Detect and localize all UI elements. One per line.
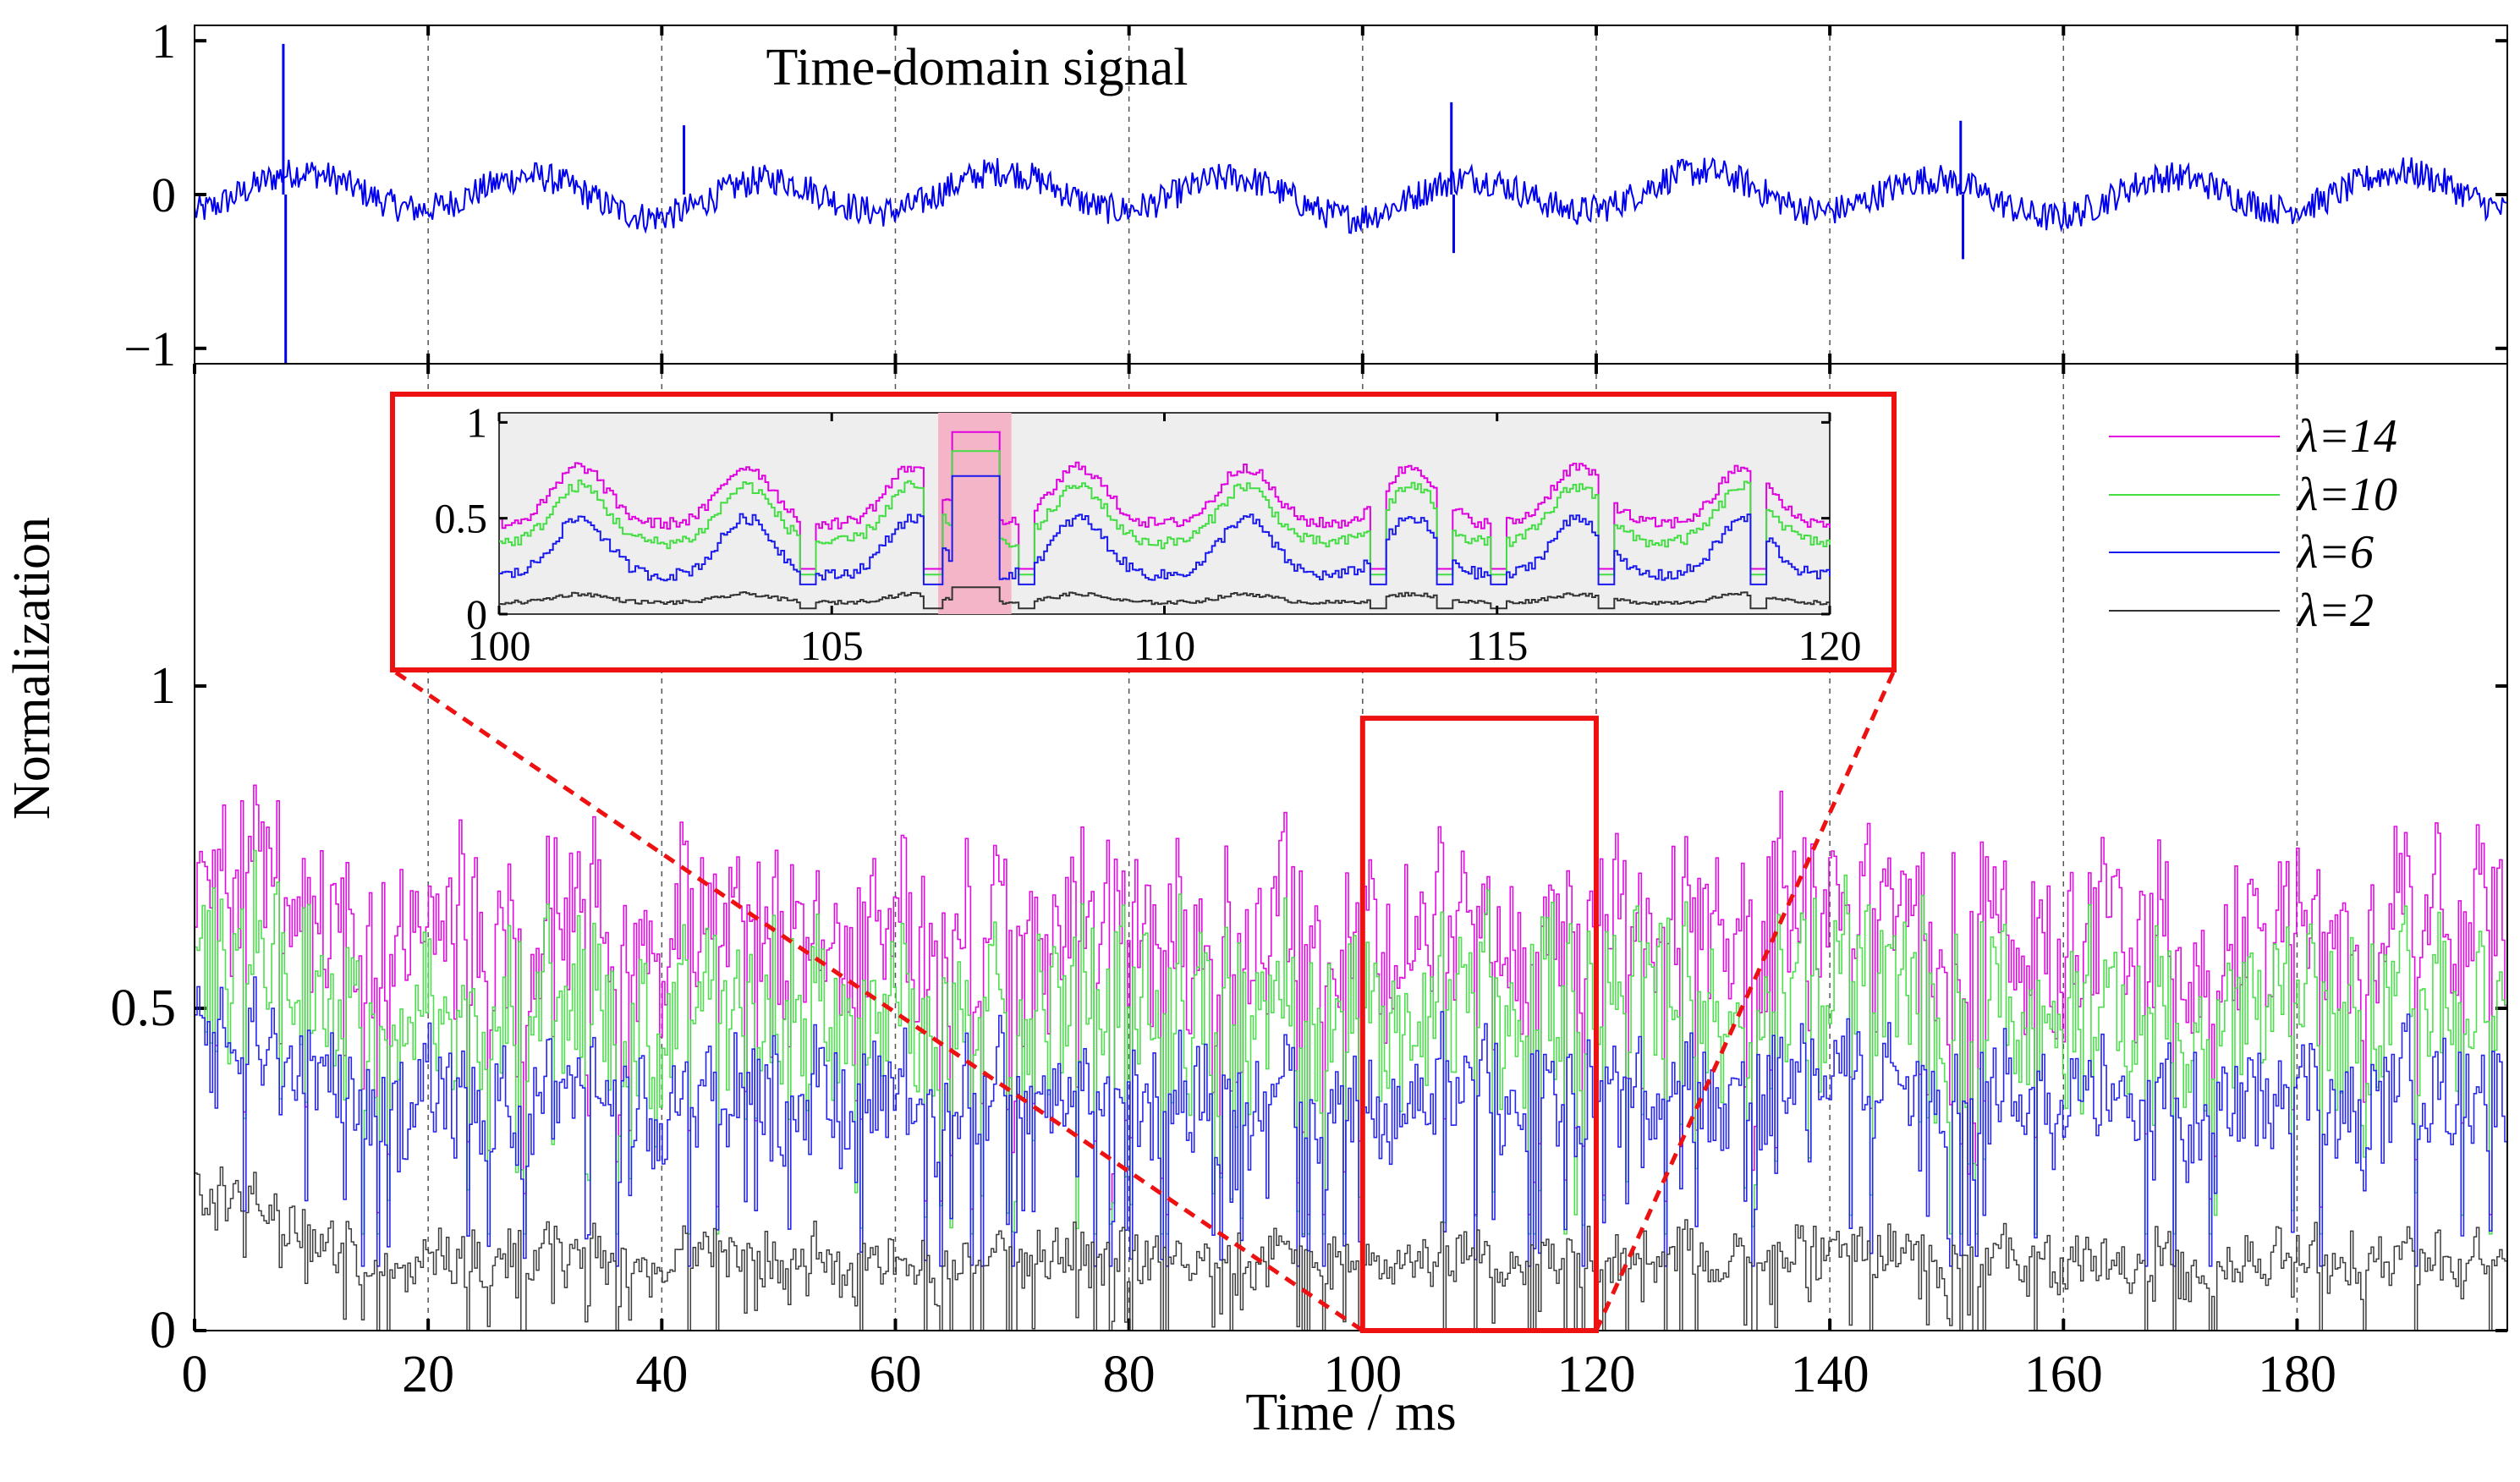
main-ytick-label: 1 (150, 657, 176, 715)
legend-label: λ=2 (2296, 585, 2374, 637)
main-ticks: 0 20 40 60 80 100 120 140 160 180 0 0.5 1 (111, 364, 2507, 1403)
main-xtick-label: 60 (869, 1346, 921, 1403)
main-xtick-label: 160 (2024, 1346, 2103, 1403)
signal-line (194, 156, 2508, 234)
zoom-connector (394, 670, 1364, 1333)
inset-ytick-label: 0 (466, 590, 487, 638)
main-series-line (195, 784, 2508, 1216)
inset-ticks: 100 105 110 115 120 0 0.5 1 (435, 398, 1862, 669)
main-plot-frame (194, 363, 2508, 1331)
legend-label: λ=6 (2296, 526, 2374, 579)
zoom-indicator (394, 670, 1896, 1333)
main-xtick-label: 40 (635, 1346, 688, 1403)
top-plot-frame (194, 25, 2508, 365)
top-ytick-label: 0 (151, 167, 176, 222)
top-ticks: −1 0 1 (124, 14, 2507, 376)
main-xtick-label: 80 (1103, 1346, 1156, 1403)
zoom-window (1359, 716, 1599, 1333)
main-ytick-label: 0 (150, 1302, 176, 1359)
inset-xtick-label: 120 (1798, 622, 1862, 669)
legend: λ=14 λ=10λ=6 λ=2 (2109, 410, 2397, 637)
main-xtick-label: 100 (1323, 1346, 1402, 1403)
main-ytick-label: 0.5 (111, 980, 177, 1037)
main-series-line (195, 976, 2508, 1267)
top-series (194, 43, 2508, 364)
inset-xtick-label: 105 (800, 622, 864, 669)
x-axis-label: Time / ms (1245, 1384, 1456, 1441)
inset-ytick-label: 1 (466, 398, 487, 446)
main-xtick-label: 140 (1791, 1346, 1869, 1403)
inset-series-line (499, 431, 1831, 570)
legend-label: λ=14 (2296, 410, 2397, 463)
top-ytick-label: 1 (151, 14, 176, 69)
main-xtick-label: 120 (1556, 1346, 1635, 1403)
top-ytick-label: −1 (124, 321, 176, 376)
inset-panel: 100 105 110 115 120 0 0.5 1 (390, 392, 1897, 672)
y-axis-label: Normalization (3, 517, 61, 820)
inset-ytick-label: 0.5 (435, 495, 488, 542)
top-gridlines (427, 25, 2298, 364)
main-xtick-label: 180 (2258, 1346, 2336, 1403)
main-series-line (195, 1166, 2508, 1331)
top-panel: −1 0 1 Time-domain signal (124, 14, 2508, 376)
inset-series-line (499, 586, 1831, 610)
legend-label: λ=10 (2296, 469, 2397, 521)
inset-series-line (499, 475, 1831, 585)
top-title: Time-domain signal (766, 39, 1189, 96)
inset-xtick-label: 115 (1466, 622, 1528, 669)
main-series-line (195, 849, 2508, 1235)
inset-xtick-label: 110 (1134, 622, 1195, 669)
main-series (195, 784, 2508, 1331)
inset-xtick-label: 100 (468, 622, 531, 669)
main-xtick-label: 20 (402, 1346, 454, 1403)
inset-series (499, 431, 1831, 610)
main-xtick-label: 0 (182, 1346, 208, 1403)
